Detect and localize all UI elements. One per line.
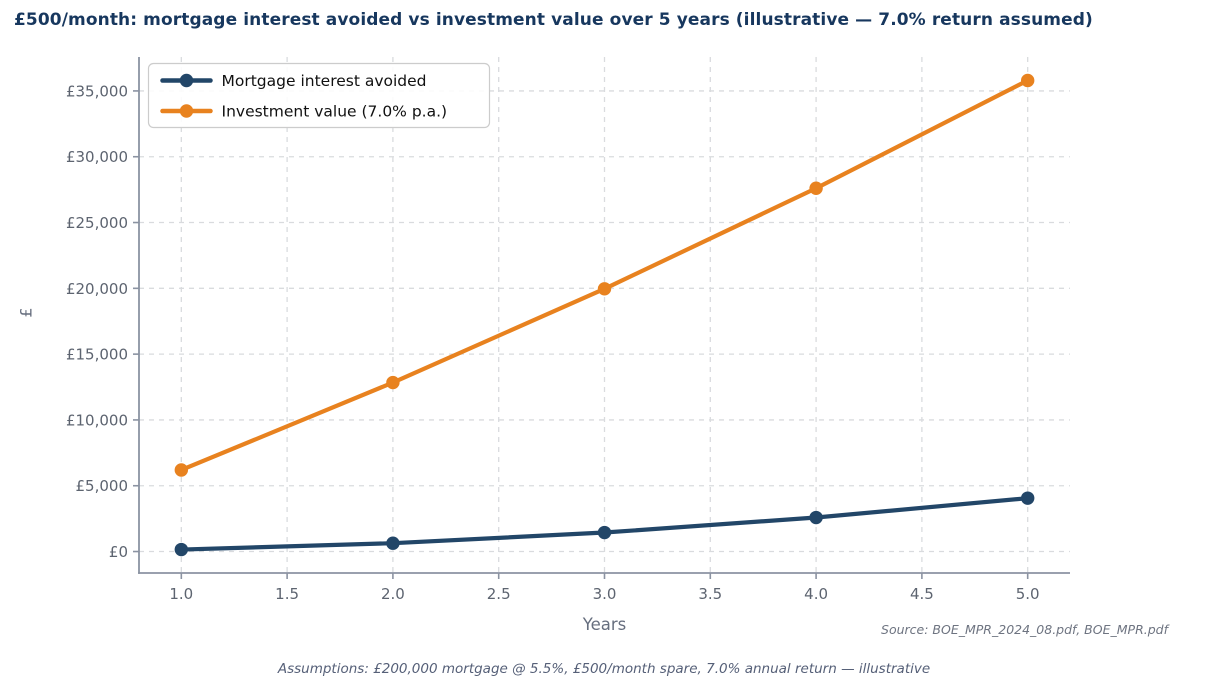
series-marker-investment-value-7-0-p-a [809, 181, 823, 195]
y-tick-label: £35,000 [66, 82, 128, 100]
x-tick-label: 2.5 [487, 585, 511, 603]
series-marker-mortgage-interest-avoided [597, 525, 612, 540]
x-tick-label: 1.0 [169, 585, 193, 603]
series-marker-investment-value-7-0-p-a [1020, 73, 1035, 88]
series-marker-investment-value-7-0-p-a [386, 375, 400, 390]
y-tick-label: £25,000 [66, 214, 128, 232]
source-note: Source: BOE_MPR_2024_08.pdf, BOE_MPR.pdf [881, 622, 1168, 637]
y-tick-label: £0 [109, 543, 128, 561]
x-tick-label: 2.0 [381, 585, 405, 603]
x-tick-label: 3.5 [698, 585, 722, 603]
y-tick-label: £15,000 [66, 346, 128, 364]
y-tick-label: £20,000 [66, 280, 128, 298]
legend-box [147, 62, 491, 129]
legend-label-investment-value-7-0-p-a: Investment value (7.0% p.a.) [222, 103, 448, 121]
x-tick-label: 5.0 [1016, 585, 1040, 603]
x-tick-label: 4.5 [910, 585, 934, 603]
x-tick-label: 3.0 [593, 585, 617, 603]
series-marker-mortgage-interest-avoided [386, 536, 400, 550]
assumptions-note: Assumptions: £200,000 mortgage @ 5.5%, £… [277, 661, 931, 677]
legend-swatch-marker [179, 104, 194, 118]
x-tick-label: 1.5 [275, 585, 299, 603]
y-tick-label: £5,000 [76, 477, 129, 495]
series-marker-investment-value-7-0-p-a [597, 282, 612, 296]
series-marker-mortgage-interest-avoided [809, 510, 823, 525]
y-axis-title: £ [16, 307, 36, 318]
legend-swatch-marker [179, 73, 194, 88]
series-marker-mortgage-interest-avoided [1020, 491, 1035, 505]
series-marker-mortgage-interest-avoided [174, 542, 189, 557]
series-marker-investment-value-7-0-p-a [174, 463, 189, 477]
chart-title: £500/month: mortgage interest avoided vs… [14, 10, 1093, 30]
x-tick-label: 4.0 [804, 585, 828, 603]
legend-label-mortgage-interest-avoided: Mortgage interest avoided [222, 72, 427, 90]
y-tick-label: £30,000 [66, 148, 128, 166]
y-tick-label: £10,000 [66, 411, 128, 429]
x-axis-title: Years [582, 615, 627, 634]
